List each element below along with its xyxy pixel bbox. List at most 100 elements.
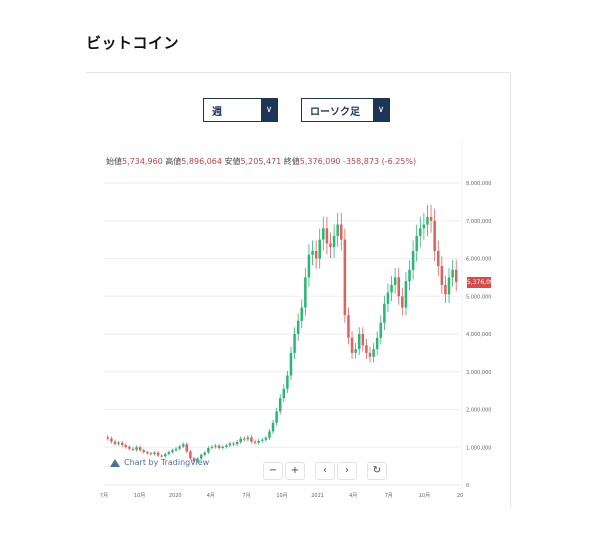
low-value: 5,205,471 [240,157,282,166]
candle-body [235,441,239,445]
candle-body [110,438,113,442]
candle-body [307,254,311,278]
candle-body [433,220,436,251]
candle-body [343,239,347,316]
scroll-left-button[interactable]: ‹ [315,462,335,480]
change-value: -358,873 (-6.25%) [343,157,417,166]
candle-body [207,448,210,453]
candle-body [156,452,160,456]
candle-body [415,235,418,251]
x-tick-label: 7月 [100,493,108,499]
candle-body [411,250,415,270]
candle-body [286,375,289,389]
candle-body [429,216,433,221]
candle-body [178,446,181,449]
candle-body [221,446,224,449]
open-label: 始値 [106,157,122,166]
candle-body [228,443,232,446]
candle-body [361,334,365,346]
candle-body [138,447,142,451]
candle-body [365,345,368,353]
candle-body [404,281,408,308]
candle-body [422,224,426,229]
candle-body [181,444,185,447]
attribution-label: Chart by TradingView [124,458,210,467]
candle-body [189,451,192,459]
interval-select[interactable]: 週 ∨ [203,98,278,122]
candle-body [282,388,286,399]
candle-body [426,216,429,225]
candle-body [383,303,386,323]
y-tick-label: 0 [466,483,469,489]
candle-body [106,437,110,439]
candle-body [185,444,189,452]
candle-body [300,307,304,321]
candle-body [142,450,145,453]
candle-body [131,448,135,450]
candle-body [440,266,444,285]
candle-body [174,448,178,451]
chart-style-select[interactable]: ローソク足 ∨ [301,98,390,122]
candle-body [419,228,422,236]
page-title: ビットコイン [86,34,180,52]
tradingview-logo-icon [110,458,120,467]
candle-body [135,447,138,450]
candle-body [264,437,268,440]
interval-select-value: 週 [212,106,222,118]
candle-body [117,442,120,444]
candle-body [350,337,354,353]
candle-body [454,269,458,283]
chevron-down-icon: ∨ [373,99,389,121]
candle-body [149,453,153,455]
zoom-out-button[interactable]: − [263,462,283,480]
candle-body [451,269,454,278]
candle-body [167,452,171,455]
x-tick-label: 4月 [207,493,215,499]
candle-body [401,296,404,308]
candle-body [336,224,339,236]
zoom-in-button[interactable]: + [285,462,305,480]
candle-body [113,441,117,444]
candle-body [239,438,242,442]
candle-body [214,445,217,447]
x-tick-label: 4月 [349,493,357,499]
candle-body [368,352,372,357]
x-tick-label: 7月 [242,493,250,499]
scroll-right-button[interactable]: › [337,462,357,480]
candle-body [314,250,318,259]
y-tick-label: 1,000,000 [466,445,491,451]
open-value: 5,734,960 [122,157,163,166]
candle-body [232,443,235,445]
candle-body [253,441,257,443]
candle-body [379,322,383,338]
candle-body [120,442,124,445]
candle-body [444,284,447,295]
candle-body [243,438,246,440]
candle-body [357,334,361,350]
candle-body [250,437,253,442]
close-value: 5,376,090 [299,157,341,166]
candle-body [354,349,357,353]
reset-chart-button[interactable]: ↻ [367,462,387,480]
y-tick-label: 5,000,000 [466,294,491,300]
candle-body [203,452,207,455]
candle-body [268,431,271,438]
candle-body [340,224,343,240]
chart-card [86,72,511,507]
x-tick-label: 10月 [134,493,145,499]
candle-body [199,454,203,459]
candle-body [372,349,375,357]
tradingview-attribution[interactable]: Chart by TradingView [110,458,209,467]
candle-body [278,398,282,412]
candle-body [271,422,275,432]
chart-style-select-value: ローソク足 [310,106,360,118]
candle-body [347,315,350,338]
candle-body [447,277,451,295]
x-tick-label: 20 [457,493,463,499]
x-tick-label: 2020 [169,493,182,499]
ohlc-legend: 始値5,734,960 高値5,896,064 安値5,205,471 終値5,… [106,156,416,167]
candle-body [390,284,393,293]
candle-body [386,292,390,304]
candle-body [153,452,156,455]
